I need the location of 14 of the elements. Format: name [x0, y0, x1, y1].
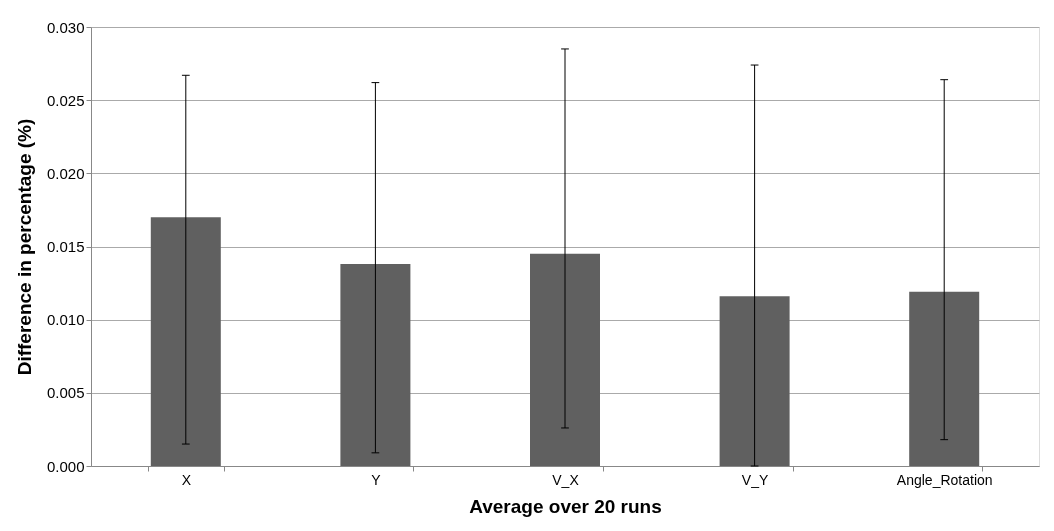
x-tick-label: Y — [371, 471, 382, 488]
x-tick-label: V_Y — [741, 471, 769, 488]
y-tick-label: 0.010 — [46, 311, 85, 329]
x-tick-label: V_X — [552, 471, 580, 488]
y-tick-label: 0.030 — [46, 18, 85, 36]
y-tick-label: 0.015 — [46, 238, 85, 255]
y-axis-title: Difference in percentage (%) — [13, 118, 35, 376]
y-tick-label: 0.025 — [46, 91, 85, 109]
x-tick-label: Angle_Rotation — [896, 471, 993, 488]
y-tick-label: 0.000 — [46, 457, 85, 475]
y-tick-label: 0.005 — [46, 384, 85, 402]
x-axis-title: Average over 20 runs — [469, 495, 662, 517]
x-tick-label: X — [181, 471, 192, 488]
y-tick-label: 0.020 — [46, 164, 85, 182]
